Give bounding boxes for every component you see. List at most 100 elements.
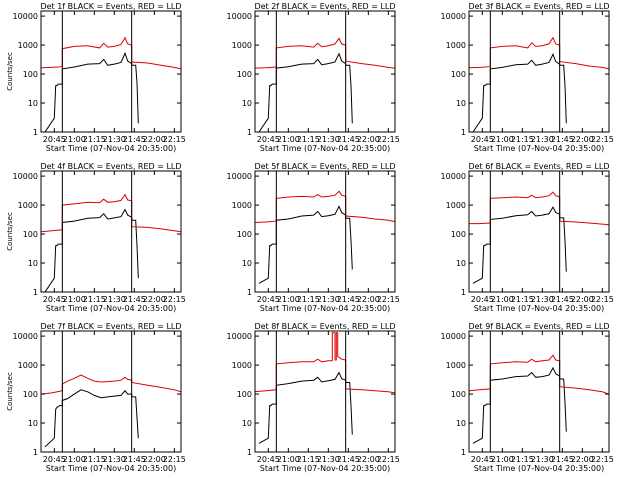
chart-panel-6: 1 10 100 1000 10000 20:4521:0021:1521:3021:45… [441, 162, 614, 313]
x-tick-label: 22:15 [377, 135, 400, 144]
x-tick-label: 21:30 [103, 135, 126, 144]
x-tick-label: 21:00 [277, 455, 300, 464]
x-tick-label: 22:00 [357, 135, 380, 144]
x-axis-label: Start Time (07-Nov-04 20:35:00) [474, 464, 604, 473]
y-tick-label: 10000 [227, 172, 252, 181]
x-tick-label: 21:15 [511, 295, 534, 304]
x-tick-label: 20:45 [471, 135, 494, 144]
y-tick-label: 10 [28, 259, 38, 268]
events-series-line [472, 206, 567, 284]
x-axis-label: Start Time (07-Nov-04 20:35:00) [46, 144, 176, 153]
chart-title: Det 2f BLACK = Events, RED = LLD [254, 2, 395, 11]
y-tick-label: 10 [242, 259, 252, 268]
y-tick-label: 10 [242, 419, 252, 428]
x-tick-label: 21:45 [123, 455, 146, 464]
chart-panel-3: 1 10 100 1000 10000 20:4521:0021:1521:3021:45… [441, 2, 614, 153]
plot-frame [254, 10, 396, 133]
x-tick-label: 21:15 [83, 295, 106, 304]
y-tick-label: 100 [451, 390, 466, 399]
x-axis-label: Start Time (07-Nov-04 20:35:00) [474, 144, 604, 153]
y-tick-label: 100 [23, 230, 38, 239]
y-tick-label: 10000 [13, 172, 38, 181]
x-tick-label: 21:30 [317, 455, 340, 464]
chart-panel-4: 1 10 100 1000 10000 20:4521:0021:1521:3021:45… [6, 162, 186, 313]
x-tick-label: 21:45 [337, 295, 360, 304]
x-tick-label: 22:15 [163, 135, 186, 144]
events-series-line [472, 366, 567, 444]
x-tick-label: 21:15 [511, 455, 534, 464]
chart-title: Det 1f BLACK = Events, RED = LLD [40, 2, 181, 11]
chart-panel-7: 1 10 100 1000 10000 20:4521:0021:1521:3021:45… [6, 322, 186, 473]
y-tick-label: 100 [237, 390, 252, 399]
y-tick-label: 100 [237, 230, 252, 239]
x-tick-label: 22:00 [143, 135, 166, 144]
x-tick-label: 21:45 [123, 295, 146, 304]
x-tick-label: 20:45 [257, 295, 280, 304]
y-tick-label: 1000 [18, 201, 38, 210]
x-tick-label: 21:00 [63, 455, 86, 464]
lld-series-line [41, 374, 181, 395]
chart-title: Det 7f BLACK = Events, RED = LLD [40, 322, 181, 331]
x-axis-label: Start Time (07-Nov-04 20:35:00) [46, 304, 176, 313]
plot-frame [468, 330, 610, 453]
x-tick-label: 21:00 [277, 295, 300, 304]
y-tick-label: 1 [247, 288, 252, 297]
x-axis-label: Start Time (07-Nov-04 20:35:00) [46, 464, 176, 473]
x-tick-label: 21:00 [63, 135, 86, 144]
x-tick-label: 21:45 [337, 455, 360, 464]
events-series-line [44, 51, 139, 132]
x-axis-label: Start Time (07-Nov-04 20:35:00) [260, 304, 390, 313]
x-tick-label: 22:00 [143, 295, 166, 304]
events-series-line [472, 53, 567, 132]
y-tick-label: 1000 [18, 41, 38, 50]
y-tick-label: 10000 [441, 12, 466, 21]
y-tick-label: 1000 [232, 41, 252, 50]
events-series-line [44, 208, 139, 292]
x-tick-label: 20:45 [471, 295, 494, 304]
y-tick-label: 10 [28, 419, 38, 428]
x-tick-label: 22:00 [357, 295, 380, 304]
y-axis-label: Counts/sec [6, 52, 14, 91]
y-tick-label: 1 [247, 448, 252, 457]
y-tick-label: 10000 [441, 332, 466, 341]
y-tick-label: 10000 [13, 332, 38, 341]
chart-title: Det 6f BLACK = Events, RED = LLD [468, 162, 609, 171]
x-tick-label: 21:15 [511, 135, 534, 144]
y-tick-label: 1 [33, 448, 38, 457]
events-series-line [258, 52, 353, 132]
x-tick-label: 21:30 [103, 455, 126, 464]
x-tick-label: 21:00 [491, 135, 514, 144]
chart-title: Det 3f BLACK = Events, RED = LLD [468, 2, 609, 11]
x-tick-label: 21:15 [83, 455, 106, 464]
y-tick-label: 10000 [227, 332, 252, 341]
y-tick-label: 10 [28, 99, 38, 108]
y-axis-label: Counts/sec [6, 212, 14, 251]
x-tick-label: 22:15 [591, 135, 614, 144]
x-tick-label: 21:45 [551, 455, 574, 464]
x-axis-label: Start Time (07-Nov-04 20:35:00) [260, 144, 390, 153]
y-tick-label: 10 [456, 99, 466, 108]
x-tick-label: 20:45 [43, 455, 66, 464]
x-tick-label: 21:00 [491, 455, 514, 464]
x-tick-label: 22:00 [571, 455, 594, 464]
x-tick-label: 22:15 [163, 455, 186, 464]
x-tick-label: 21:00 [63, 295, 86, 304]
y-tick-label: 100 [451, 230, 466, 239]
y-tick-label: 10000 [441, 172, 466, 181]
plot-frame [40, 170, 182, 293]
chart-title: Det 4f BLACK = Events, RED = LLD [40, 162, 181, 171]
x-tick-label: 21:15 [297, 295, 320, 304]
x-tick-label: 22:15 [377, 455, 400, 464]
plot-frame [40, 10, 182, 133]
x-tick-label: 21:45 [551, 295, 574, 304]
y-tick-label: 1 [33, 128, 38, 137]
x-tick-label: 21:45 [123, 135, 146, 144]
events-series-line [44, 389, 139, 448]
y-tick-label: 1 [247, 128, 252, 137]
x-tick-label: 21:30 [317, 135, 340, 144]
x-tick-label: 20:45 [43, 295, 66, 304]
plot-frame [468, 10, 610, 133]
y-tick-label: 10 [456, 419, 466, 428]
y-tick-label: 10000 [227, 12, 252, 21]
chart-title: Det 9f BLACK = Events, RED = LLD [468, 322, 609, 331]
